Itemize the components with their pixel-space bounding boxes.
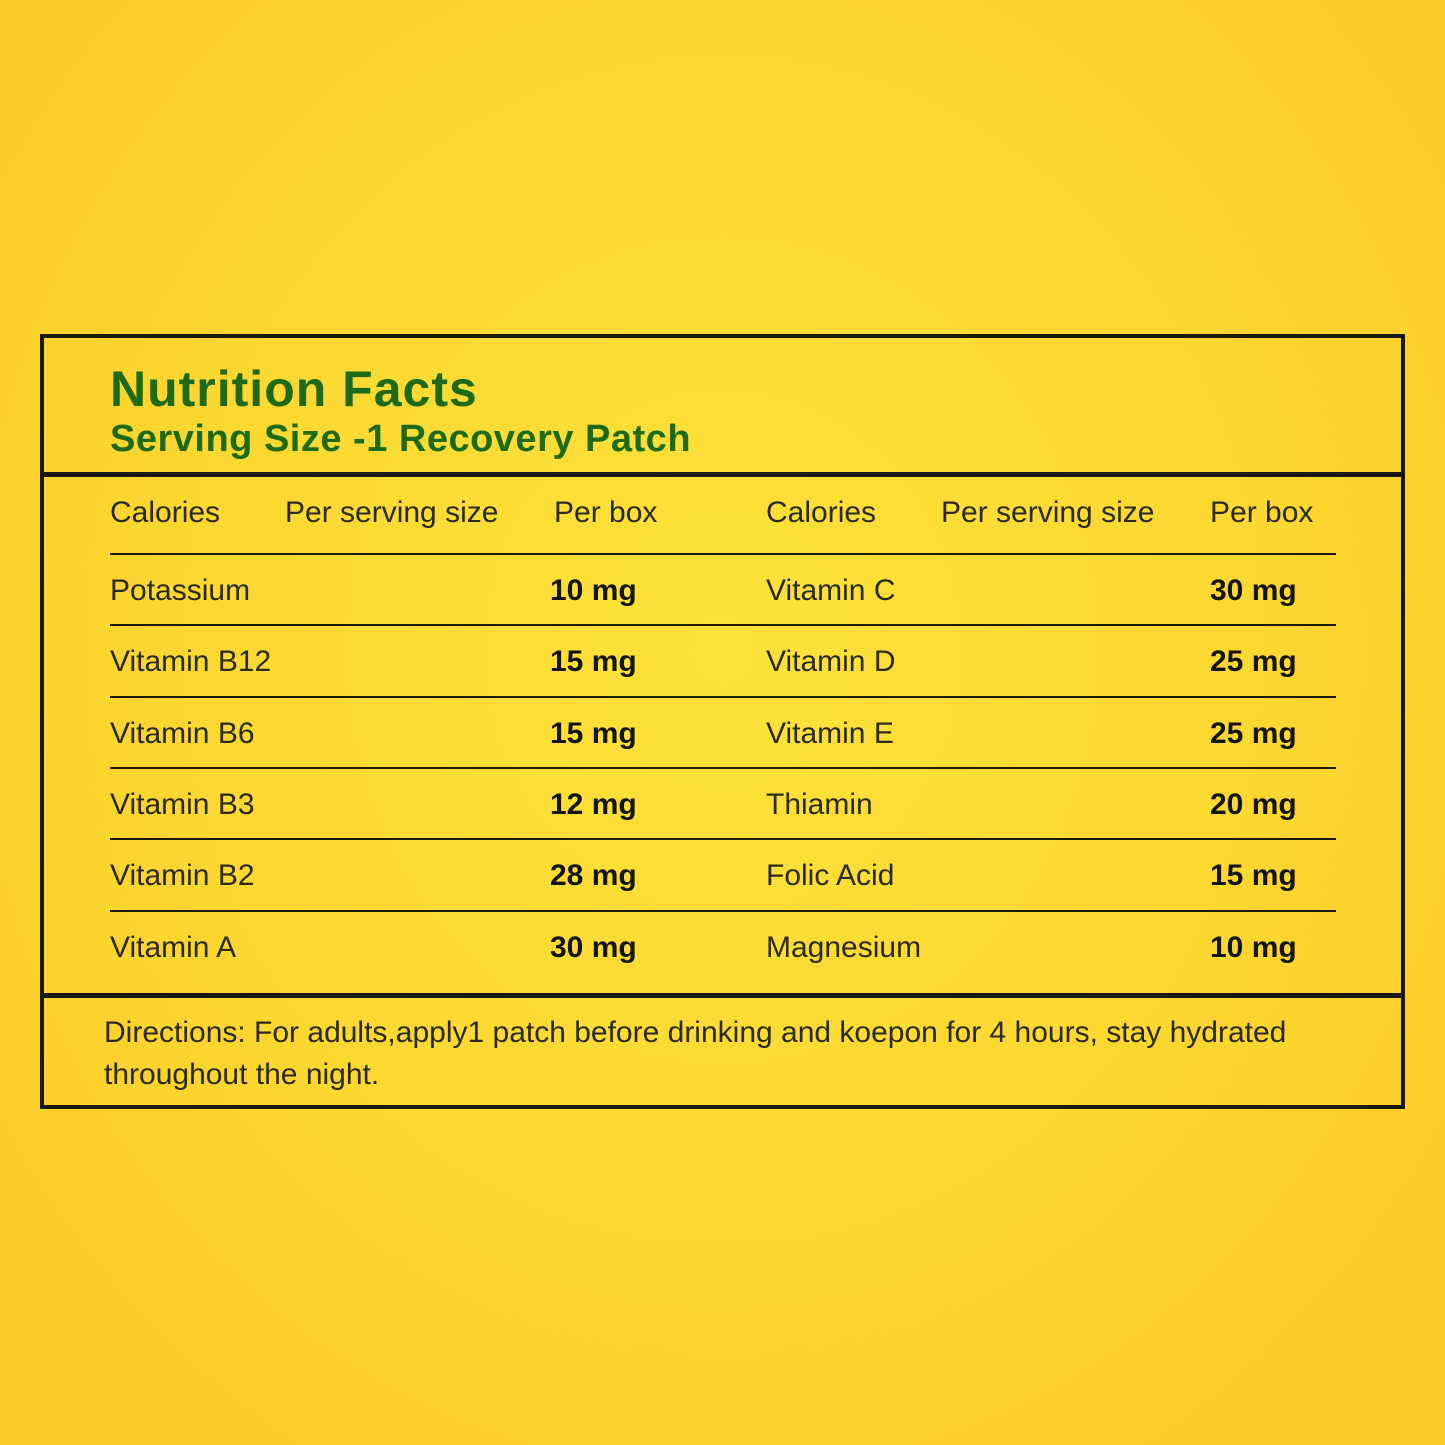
nutrient-value: 15 mg	[1210, 859, 1297, 892]
nutrient-name: Vitamin B12	[110, 645, 272, 678]
column-header-per-serving: Per serving size	[285, 496, 499, 529]
nutrient-value: 28 mg	[550, 859, 637, 892]
serving-size-subtitle: Serving Size -1 Recovery Patch	[110, 418, 692, 460]
column-header-per-box: Per box	[554, 496, 658, 529]
table-row: Vitamin B2 28 mg Folic Acid 15 mg	[110, 838, 1336, 911]
nutrient-name: Vitamin E	[766, 717, 894, 750]
nutrient-name: Vitamin C	[766, 574, 896, 607]
nutrition-table: Calories Per serving size Per box Calori…	[44, 477, 1401, 993]
column-header-calories-2: Calories	[766, 496, 877, 529]
nutrient-value: 20 mg	[1210, 788, 1297, 821]
nutrient-name: Vitamin B2	[110, 859, 255, 892]
directions-text: Directions: For adults,apply1 patch befo…	[104, 1016, 1287, 1091]
nutrient-name: Vitamin D	[766, 645, 896, 678]
nutrient-value: 30 mg	[550, 931, 637, 964]
nutrient-name: Vitamin B3	[110, 788, 255, 821]
nutrition-facts-panel: Nutrition Facts Serving Size -1 Recovery…	[40, 334, 1405, 1109]
table-header-row: Calories Per serving size Per box Calori…	[110, 477, 1336, 548]
nutrient-value: 12 mg	[550, 788, 637, 821]
nutrient-name: Folic Acid	[766, 859, 895, 892]
table-row: Potassium 10 mg Vitamin C 30 mg	[110, 553, 1336, 626]
column-header-per-box-2: Per box	[1210, 496, 1314, 529]
column-header-per-serving-2: Per serving size	[941, 496, 1155, 529]
nutrient-name: Vitamin B6	[110, 717, 255, 750]
nutrient-name: Vitamin A	[110, 931, 237, 964]
nutrient-value: 10 mg	[1210, 931, 1297, 964]
page-title: Nutrition Facts	[110, 361, 478, 417]
nutrient-value: 15 mg	[550, 645, 637, 678]
directions-section: Directions: For adults,apply1 patch befo…	[44, 993, 1401, 1110]
nutrient-value: 30 mg	[1210, 574, 1297, 607]
column-header-calories: Calories	[110, 496, 221, 529]
table-row: Vitamin B12 15 mg Vitamin D 25 mg	[110, 624, 1336, 697]
table-row: Vitamin B3 12 mg Thiamin 20 mg	[110, 767, 1336, 840]
nutrient-name: Thiamin	[766, 788, 873, 821]
nutrient-name: Magnesium	[766, 931, 922, 964]
table-row: Vitamin B6 15 mg Vitamin E 25 mg	[110, 696, 1336, 769]
nutrient-name: Potassium	[110, 574, 251, 607]
nutrient-value: 25 mg	[1210, 645, 1297, 678]
nutrient-value: 15 mg	[550, 717, 637, 750]
table-row: Vitamin A 30 mg Magnesium 10 mg	[110, 910, 1336, 983]
panel-header: Nutrition Facts Serving Size -1 Recovery…	[44, 338, 1401, 477]
nutrient-value: 10 mg	[550, 574, 637, 607]
nutrient-value: 25 mg	[1210, 717, 1297, 750]
